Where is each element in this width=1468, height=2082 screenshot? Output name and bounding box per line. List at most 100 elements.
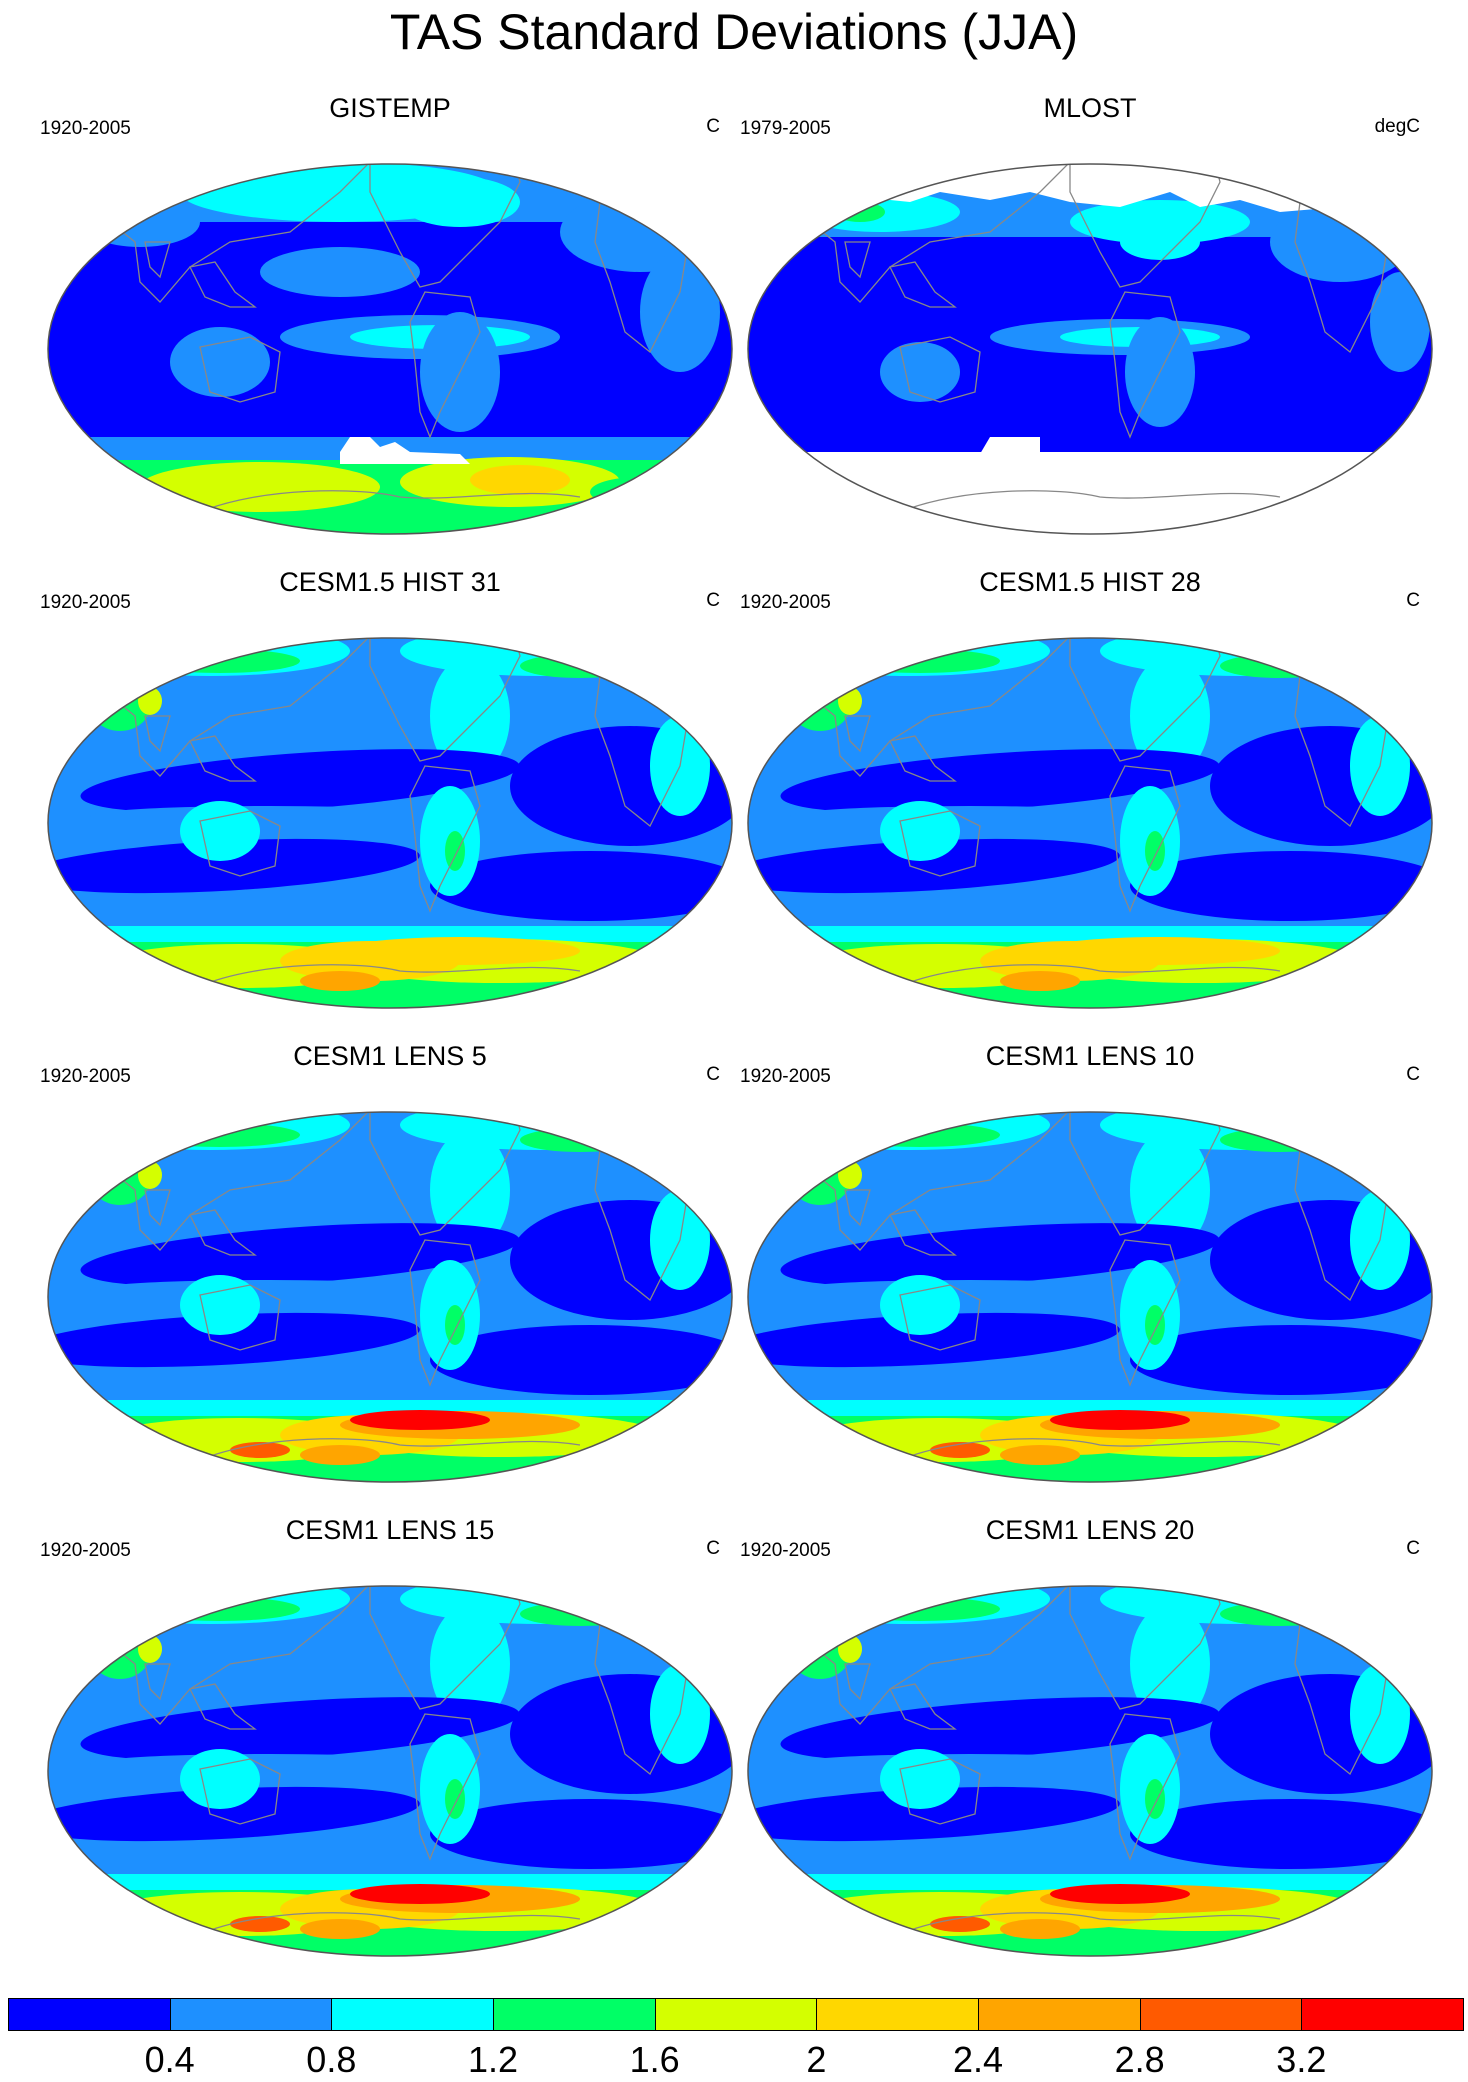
map-panel: CESM1 LENS 5 1920-2005 C <box>40 1040 740 1490</box>
field-south-atlantic-low <box>430 1799 732 1869</box>
field-south-america-peak <box>445 831 465 871</box>
field-north-atlantic-peak <box>520 1602 640 1626</box>
antarctica-outline <box>199 490 581 513</box>
europe-outline <box>578 1586 681 1615</box>
map-frame <box>47 1585 733 1957</box>
world-map <box>747 1585 1433 1957</box>
se-asia-outline <box>189 261 257 308</box>
map-field <box>48 1586 732 1956</box>
field-equatorial-streak <box>90 1280 450 1300</box>
field-atlantic-mid <box>560 192 720 272</box>
colorbar-swatch <box>1139 1998 1303 2031</box>
colorbar-label: 1.2 <box>467 2039 519 2080</box>
field-antarctic-high-west <box>140 462 380 512</box>
australia-outline <box>199 1758 281 1825</box>
south-america-outline <box>1109 1713 1181 1861</box>
north-america-outline <box>369 638 521 762</box>
field-siberia-peak <box>840 649 1000 673</box>
map-field <box>748 1112 1432 1482</box>
field-north-pacific <box>260 247 420 297</box>
map-frame <box>47 1111 733 1483</box>
map-field <box>48 164 732 534</box>
map-panel: CESM1 LENS 10 1920-2005 C <box>740 1040 1440 1490</box>
field-siberia-peak <box>140 1597 300 1621</box>
world-map <box>747 163 1433 535</box>
field-north-atlantic-peak <box>1220 1602 1340 1626</box>
field-atlantic-low <box>1210 1674 1432 1794</box>
antarctica-outline <box>899 490 1281 513</box>
south-america-outline <box>409 765 481 913</box>
field-australia <box>880 342 960 402</box>
field-north-cyan <box>1120 224 1200 260</box>
panel-units: C <box>706 590 720 611</box>
field-africa <box>1370 272 1430 372</box>
antarctica-outline <box>199 964 581 987</box>
map-frame <box>747 637 1433 1009</box>
panel-units: degC <box>1374 116 1420 137</box>
panel-period: 1920-2005 <box>740 1066 831 1087</box>
field-antarctic <box>48 460 732 534</box>
colorbar-label: 3.2 <box>1276 2039 1327 2080</box>
map-frame <box>47 637 733 1009</box>
map-field <box>748 1586 1432 1956</box>
panel-title: MLOST <box>1043 93 1137 123</box>
field-siberia-peak <box>840 1597 1000 1621</box>
map-frame <box>747 1111 1433 1483</box>
panel-units: C <box>1406 1538 1420 1559</box>
field-north-atlantic-peak <box>520 1128 640 1152</box>
panel-period: 1920-2005 <box>40 1540 131 1561</box>
india-outline <box>144 1189 171 1227</box>
main-title: TAS Standard Deviations (JJA) <box>389 4 1079 60</box>
field-antarctic-peak-west <box>930 1442 990 1458</box>
map-panel: CESM1 LENS 20 1920-2005 C <box>740 1514 1440 1964</box>
field-africa <box>640 252 720 372</box>
australia-outline <box>899 1284 981 1351</box>
colorbar-swatch <box>493 1998 656 2031</box>
australia-outline <box>899 810 981 877</box>
se-asia-outline <box>889 1209 957 1256</box>
field-south-america-peak <box>1145 1305 1165 1345</box>
europe-outline <box>1278 1112 1381 1141</box>
panel-title: CESM1 LENS 10 <box>985 1041 1195 1071</box>
panel-units: C <box>1406 590 1420 611</box>
world-map <box>47 163 733 535</box>
map-panel: GISTEMP 1920-2005 C <box>40 92 740 542</box>
se-asia-outline <box>889 1683 957 1730</box>
map-panel: CESM1.5 HIST 31 1920-2005 C <box>40 566 740 1016</box>
field-north-atlantic-peak <box>1220 654 1340 678</box>
antarctica-outline <box>899 1912 1281 1935</box>
north-america-outline <box>1069 164 1221 288</box>
colorbar-swatch <box>8 1998 171 2031</box>
field-siberia-peak <box>840 1123 1000 1147</box>
field-atlantic-low <box>510 726 732 846</box>
europe-outline <box>1278 1586 1381 1615</box>
colorbar-label: 2.8 <box>1114 2039 1165 2080</box>
field-south-pacific-low <box>748 838 1120 894</box>
field-antarctic-peak-west <box>930 1916 990 1932</box>
field-antarctic-peak <box>350 1410 490 1430</box>
north-america-outline <box>1069 1586 1221 1710</box>
field-antarctic-core <box>300 1445 380 1465</box>
field-south-pacific-low <box>748 1786 1120 1842</box>
colorbar-label: 0.8 <box>306 2039 357 2080</box>
field-south-atlantic-low <box>1130 1799 1432 1869</box>
field-south-pacific-low <box>48 1786 420 1842</box>
field-south-atlantic-low <box>1130 1325 1432 1395</box>
field-south-pacific-low <box>48 838 420 894</box>
world-map <box>747 637 1433 1009</box>
panel-period: 1920-2005 <box>40 118 131 139</box>
panel-title: CESM1.5 HIST 31 <box>279 567 501 597</box>
field-south-america-peak <box>445 1305 465 1345</box>
map-field <box>748 164 1432 534</box>
australia-outline <box>199 336 281 403</box>
colorbar-swatch <box>1301 1998 1464 2031</box>
field-australia <box>880 1275 960 1335</box>
field-atlantic-low <box>510 1200 732 1320</box>
map-panel: CESM1.5 HIST 28 1920-2005 C <box>740 566 1440 1016</box>
field-atlantic-low <box>510 1674 732 1794</box>
field-antarctic-core <box>300 971 380 991</box>
north-america-outline <box>369 1112 521 1236</box>
india-outline <box>144 241 171 279</box>
europe-outline <box>578 1112 681 1141</box>
field-australia <box>880 1749 960 1809</box>
